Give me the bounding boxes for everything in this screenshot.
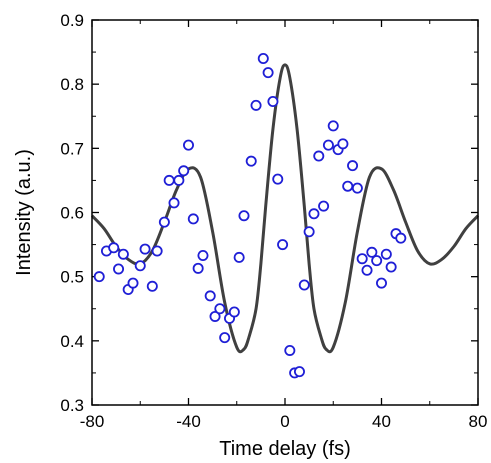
data-point	[163, 174, 175, 186]
y-tick-label: 0.5	[60, 268, 84, 287]
data-point	[298, 279, 310, 291]
data-point	[351, 182, 363, 194]
y-tick-label: 0.8	[60, 75, 84, 94]
data-point	[303, 226, 315, 238]
data-point	[139, 243, 151, 255]
y-tick-label: 0.4	[60, 332, 84, 351]
data-point	[173, 174, 185, 186]
data-point	[395, 232, 407, 244]
data-point	[318, 200, 330, 212]
data-point	[127, 277, 139, 289]
x-tick-label: 80	[469, 412, 488, 431]
data-point	[146, 280, 158, 292]
data-point	[356, 253, 368, 265]
data-point	[93, 271, 105, 283]
data-point	[313, 150, 325, 162]
data-point	[267, 95, 279, 107]
data-point	[219, 332, 231, 344]
data-point	[361, 264, 373, 276]
x-tick-label: -80	[80, 412, 105, 431]
data-point	[380, 248, 392, 260]
data-point	[158, 216, 170, 228]
x-tick-label: -40	[176, 412, 201, 431]
data-point	[250, 99, 262, 111]
data-point	[134, 260, 146, 272]
y-axis-title: Intensity (a.u.)	[13, 149, 35, 276]
data-point	[209, 310, 221, 322]
points-layer	[93, 53, 407, 379]
data-point	[272, 173, 284, 185]
data-point	[293, 366, 305, 378]
data-point	[238, 210, 250, 222]
x-tick-label: 40	[372, 412, 391, 431]
data-point	[245, 155, 257, 167]
data-point	[108, 242, 120, 254]
x-axis-title: Time delay (fs)	[219, 438, 351, 460]
y-tick-label: 0.9	[60, 11, 84, 30]
ticks-layer: -80 -40 0 40 80 0.3 0.4 0.5 0.6 0.7 0.8 0.9	[60, 11, 487, 431]
data-point	[178, 165, 190, 177]
data-point	[262, 67, 274, 79]
data-point	[228, 306, 240, 318]
data-point	[113, 263, 125, 275]
data-point	[168, 197, 180, 209]
y-tick-label: 0.3	[60, 396, 84, 415]
data-point	[204, 290, 216, 302]
data-point	[375, 277, 387, 289]
plot-frame	[91, 19, 479, 406]
data-point	[197, 249, 209, 261]
data-point	[337, 138, 349, 150]
data-point	[233, 251, 245, 263]
data-point	[187, 213, 199, 225]
data-point	[347, 160, 359, 172]
y-tick-label: 0.6	[60, 204, 84, 223]
data-point	[151, 245, 163, 257]
data-point	[192, 262, 204, 274]
y-tick-label: 0.7	[60, 139, 84, 158]
data-point	[277, 239, 289, 251]
data-point	[284, 344, 296, 356]
fit-layer	[90, 63, 480, 354]
data-point	[322, 139, 334, 151]
data-point	[214, 303, 226, 315]
data-point	[308, 208, 320, 220]
data-point	[327, 120, 339, 132]
data-point	[182, 139, 194, 151]
data-point	[385, 261, 397, 273]
data-point	[342, 180, 354, 192]
data-point	[371, 255, 383, 267]
data-point	[257, 53, 269, 65]
fit-curve	[90, 63, 480, 354]
data-point	[117, 248, 129, 260]
data-point	[366, 246, 378, 258]
x-tick-label: 0	[280, 412, 289, 431]
